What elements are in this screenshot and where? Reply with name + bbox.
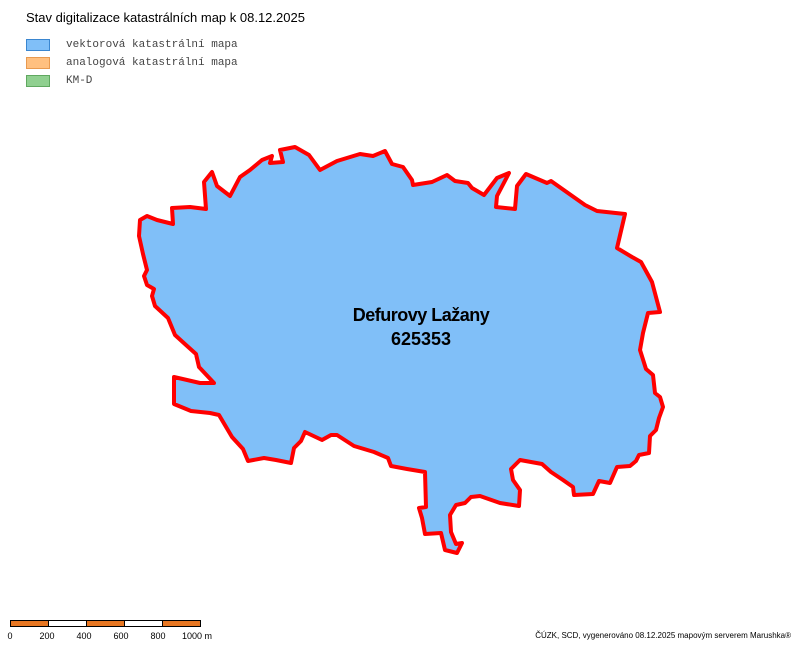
legend: vektorová katastrální mapa analogová kat…	[26, 36, 238, 90]
scale-segment	[48, 620, 87, 627]
scale-segment	[10, 620, 49, 627]
scale-tick: 1000 m	[181, 631, 213, 641]
legend-swatch	[26, 39, 50, 51]
area-name-label: Defurovy Lažany	[353, 305, 490, 325]
legend-swatch	[26, 57, 50, 69]
legend-label: vektorová katastrální mapa	[66, 39, 238, 51]
scale-tick: 800	[150, 631, 166, 641]
legend-item-kmd: KM-D	[26, 72, 238, 90]
scale-segment	[124, 620, 163, 627]
scale-tick: 0	[7, 631, 13, 641]
legend-swatch	[26, 75, 50, 87]
area-code-label: 625353	[391, 329, 451, 349]
map-title: Stav digitalizace katastrálních map k 08…	[26, 10, 305, 25]
legend-item-analog: analogová katastrální mapa	[26, 54, 238, 72]
cadastral-area-polygon[interactable]	[137, 145, 665, 555]
scale-tick: 600	[113, 631, 129, 641]
scale-segment	[86, 620, 125, 627]
credit-text: ČÚZK, SCD, vygenerováno 08.12.2025 mapov…	[535, 631, 791, 640]
scale-tick: 200	[39, 631, 55, 641]
scale-bar	[10, 620, 201, 627]
legend-label: KM-D	[66, 75, 93, 87]
legend-label: analogová katastrální mapa	[66, 57, 238, 69]
scale-segment	[162, 620, 201, 627]
legend-item-vector: vektorová katastrální mapa	[26, 36, 238, 54]
scale-tick: 400	[76, 631, 92, 641]
